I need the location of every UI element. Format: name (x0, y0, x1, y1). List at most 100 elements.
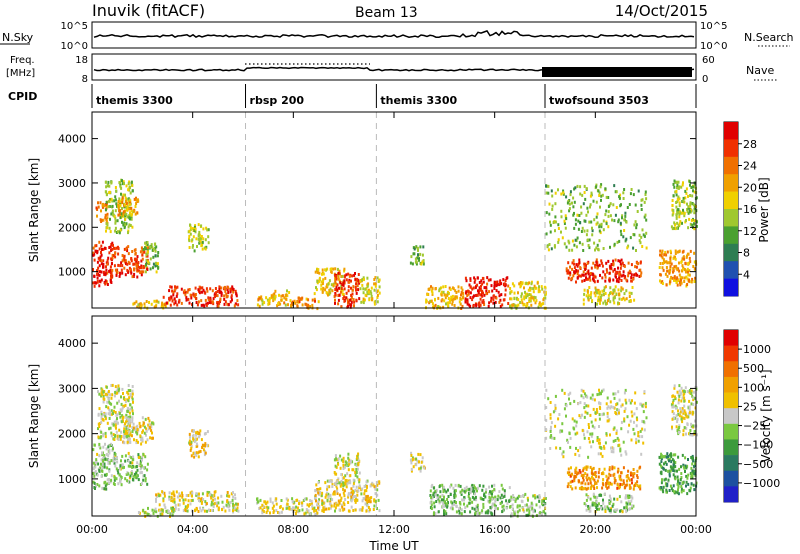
power-cell (118, 197, 121, 201)
velocity-cell (581, 481, 584, 485)
velocity-cell (602, 501, 605, 505)
velocity-cell (355, 464, 358, 468)
power-cell (105, 219, 108, 223)
power-cell (507, 302, 510, 305)
velocity-cell (641, 404, 644, 408)
velocity-cell (637, 434, 640, 438)
velocity-cell (130, 406, 133, 410)
power-y-tick-label: 2000 (58, 221, 86, 234)
velocity-cell (571, 479, 574, 483)
velocity-cell (678, 384, 681, 388)
velocity-cell (642, 410, 645, 414)
velocity-cell (674, 397, 677, 401)
velocity-cell (633, 401, 636, 405)
power-cell (671, 204, 674, 207)
velocity-cell (331, 485, 334, 488)
power-cell (493, 282, 496, 286)
velocity-cell (676, 417, 679, 421)
velocity-cell (343, 483, 346, 487)
power-cell (108, 191, 111, 195)
velocity-cell (275, 497, 278, 501)
velocity-cell (126, 435, 129, 439)
power-cell (125, 262, 127, 266)
velocity-cell (622, 440, 625, 444)
velocity-cell (503, 494, 506, 498)
velocity-cell (575, 420, 578, 424)
velocity-cell (337, 503, 340, 507)
power-cell (144, 246, 146, 250)
power-cell (552, 221, 555, 224)
power-cell (573, 211, 575, 215)
power-cell (157, 251, 160, 254)
power-cell (101, 203, 104, 207)
velocity-cell (589, 477, 592, 481)
velocity-cell (616, 482, 619, 486)
power-cell (563, 242, 566, 246)
beam-title: Beam 13 (355, 5, 418, 21)
velocity-cell (348, 462, 351, 466)
velocity-cell (129, 433, 132, 437)
velocity-cell (120, 435, 123, 438)
velocity-cell (594, 473, 597, 477)
velocity-cell (191, 491, 194, 495)
power-cell (224, 300, 227, 304)
velocity-cell (191, 429, 194, 433)
power-cell (98, 284, 101, 288)
velocity-cell (590, 471, 593, 474)
power-cell (347, 304, 349, 308)
power-cell (619, 262, 622, 266)
power-cell (478, 304, 481, 308)
velocity-cell (613, 426, 616, 430)
velocity-cell (131, 465, 134, 469)
velocity-cell (628, 483, 631, 487)
velocity-cell (158, 503, 161, 507)
velocity-cell (206, 443, 209, 447)
velocity-cell (672, 466, 675, 470)
power-cell (411, 262, 414, 266)
velocity-cell (586, 473, 589, 477)
power-cell (519, 281, 522, 284)
velocity-cell (279, 505, 282, 509)
power-cell (638, 233, 641, 237)
velocity-cell (545, 436, 548, 440)
velocity-cell (674, 395, 676, 399)
velocity-cell (110, 434, 113, 438)
velocity-cell (508, 486, 511, 490)
power-cell (105, 268, 108, 272)
power-cell (538, 285, 540, 289)
power-cell (96, 214, 98, 218)
power-cell (596, 264, 599, 268)
velocity-cell (431, 483, 434, 487)
power-cell (350, 296, 353, 299)
power-cell (482, 280, 485, 284)
power-cell (523, 297, 526, 301)
velocity-cell (590, 434, 593, 438)
velocity-cell (688, 399, 691, 403)
velocity-cell (678, 394, 681, 398)
velocity-cell (101, 451, 103, 455)
velocity-cell (469, 510, 472, 514)
power-cell (545, 184, 548, 188)
velocity-cell (116, 460, 119, 464)
velocity-cell (482, 484, 485, 488)
power-cell (622, 197, 625, 200)
velocity-cell (366, 499, 369, 503)
velocity-cell (629, 471, 632, 475)
velocity-cell (680, 465, 682, 469)
power-cell (347, 289, 350, 293)
velocity-cell (122, 419, 124, 423)
velocity-cell (453, 499, 456, 503)
power-cell (187, 297, 190, 301)
velocity-cell (203, 449, 206, 453)
velocity-cell (192, 451, 195, 455)
power-cell (157, 300, 160, 304)
power-cell (617, 301, 619, 305)
velocity-cell (358, 471, 361, 475)
velocity-cell (135, 430, 138, 434)
power-cell (362, 291, 365, 295)
power-cell (154, 305, 157, 309)
power-cell (596, 212, 599, 216)
velocity-cell (127, 472, 130, 476)
power-cell (551, 207, 554, 211)
power-cell (422, 262, 425, 266)
